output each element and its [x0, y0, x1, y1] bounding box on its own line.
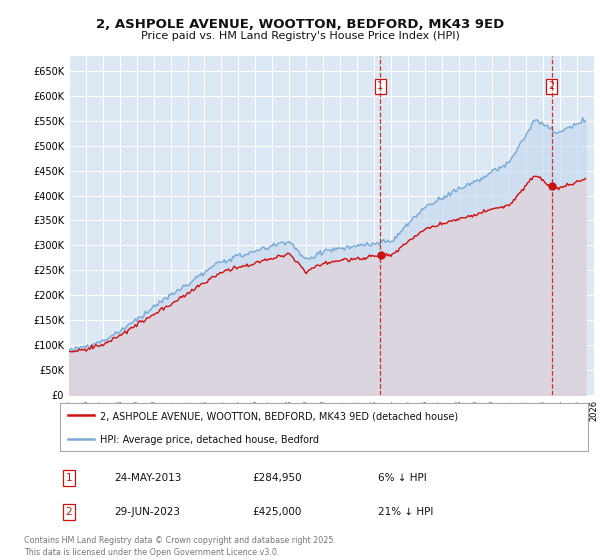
Text: 2, ASHPOLE AVENUE, WOOTTON, BEDFORD, MK43 9ED: 2, ASHPOLE AVENUE, WOOTTON, BEDFORD, MK4…: [96, 18, 504, 31]
Text: 21% ↓ HPI: 21% ↓ HPI: [378, 507, 433, 517]
Text: HPI: Average price, detached house, Bedford: HPI: Average price, detached house, Bedf…: [100, 435, 319, 445]
Text: 29-JUN-2023: 29-JUN-2023: [114, 507, 180, 517]
Text: Price paid vs. HM Land Registry's House Price Index (HPI): Price paid vs. HM Land Registry's House …: [140, 31, 460, 41]
Text: 2: 2: [548, 82, 555, 91]
Text: 1: 1: [65, 473, 73, 483]
Text: £425,000: £425,000: [252, 507, 301, 517]
Text: 24-MAY-2013: 24-MAY-2013: [114, 473, 181, 483]
Text: 1: 1: [377, 82, 383, 91]
Text: 2: 2: [65, 507, 73, 517]
Text: £284,950: £284,950: [252, 473, 302, 483]
Text: 2, ASHPOLE AVENUE, WOOTTON, BEDFORD, MK43 9ED (detached house): 2, ASHPOLE AVENUE, WOOTTON, BEDFORD, MK4…: [100, 411, 458, 421]
Text: 6% ↓ HPI: 6% ↓ HPI: [378, 473, 427, 483]
Text: Contains HM Land Registry data © Crown copyright and database right 2025.
This d: Contains HM Land Registry data © Crown c…: [24, 536, 336, 557]
